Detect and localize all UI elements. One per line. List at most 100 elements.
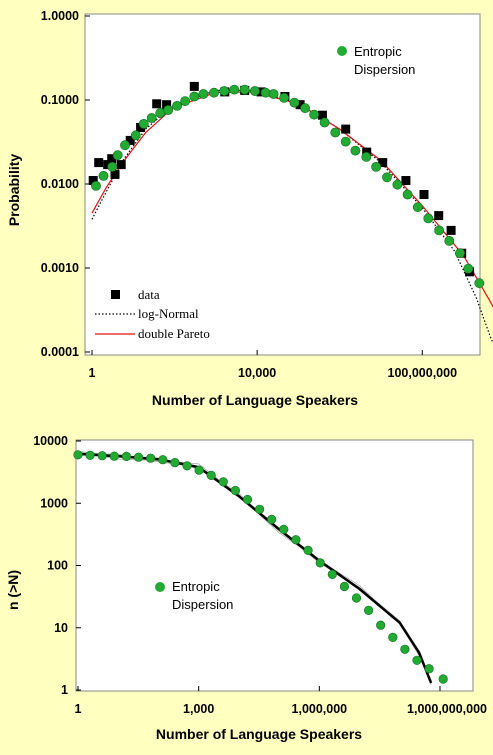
bottom-y-axis-label: n (>N) <box>5 570 21 610</box>
top-x-tick-label: 10,000 <box>238 366 276 380</box>
entropic-point-circle <box>309 109 319 120</box>
entropic-point-circle <box>219 86 230 96</box>
bottom-entropic-point <box>206 470 216 481</box>
entropic-point-circle <box>279 93 289 103</box>
bottom-x-axis-label: Number of Language Speakers <box>156 726 362 742</box>
data-point-square <box>110 169 120 179</box>
entropic-point-circle <box>209 87 219 98</box>
top-legend-entropic-label: Entropic Dispersion <box>354 44 415 77</box>
entropic-point-circle <box>340 136 351 147</box>
data-point-square <box>125 135 135 145</box>
entropic-point-circle <box>229 84 240 95</box>
top-x-tick-label: 100,000,000 <box>388 366 458 380</box>
bottom-y-tick-label: 100 <box>47 559 68 573</box>
data-point-square <box>107 154 117 164</box>
bottom-entropic-point <box>438 674 448 684</box>
bottom-data-curve <box>77 452 433 684</box>
entropic-point-circle <box>239 84 250 95</box>
entropic-point-circle <box>300 103 310 113</box>
entropic-point-circle <box>463 263 474 274</box>
legend-lognormal-label: log-Normal <box>138 306 199 321</box>
data-point-square <box>378 158 388 168</box>
top-plot-area <box>84 13 481 356</box>
bottom-entropic-point <box>400 644 410 654</box>
bottom-entropic-point <box>170 458 180 468</box>
bottom-entropic-point <box>424 664 434 674</box>
bottom-entropic-point <box>133 452 144 462</box>
data-point-square <box>317 110 327 120</box>
bottom-entropic-point <box>158 455 168 465</box>
bottom-entropic-point <box>351 593 362 603</box>
entropic-point-circle <box>198 89 209 99</box>
bottom-entropic-point <box>327 569 337 580</box>
top-legend-entropic-marker <box>337 46 347 56</box>
entropic-point-circle <box>107 161 118 172</box>
data-point-square <box>189 81 199 91</box>
entropic-point-circle <box>146 113 157 123</box>
bottom-entropic-point <box>303 545 313 556</box>
entropic-point-circle <box>91 180 101 191</box>
data-point-square <box>103 160 113 170</box>
data-point-square <box>295 100 305 110</box>
bottom-entropic-point <box>97 451 107 461</box>
top-y-tick-label: 1.0000 <box>41 9 79 23</box>
entropic-point-circle <box>423 213 434 224</box>
lognormal-fit-line <box>91 89 493 345</box>
top-x-axis-label: Number of Language Speakers <box>152 392 358 408</box>
entropic-point-circle <box>268 89 279 99</box>
bottom-entropic-point <box>315 558 325 568</box>
entropic-point-circle <box>180 96 190 106</box>
top-y-axis-label: Probability <box>6 154 22 227</box>
data-point-square <box>152 99 162 109</box>
top-y-tick-label: 0.0001 <box>41 345 79 359</box>
bottom-entropic-point <box>255 504 265 514</box>
bottom-x-tick-label: 1,000,000,000 <box>407 702 487 716</box>
bottom-entropic-point <box>388 632 398 643</box>
bottom-y-tick-label: 10 <box>54 621 68 635</box>
entropic-point-circle <box>138 119 149 129</box>
bottom-y-tick-label: 1 <box>61 683 68 697</box>
legend-data-label: data <box>138 287 160 302</box>
entropic-point-circle <box>130 130 141 141</box>
entropic-point-circle <box>455 248 465 259</box>
entropic-point-circle <box>382 172 392 183</box>
top-y-tick-label: 0.0010 <box>41 261 79 275</box>
entropic-point-circle <box>402 189 413 200</box>
entropic-point-circle <box>371 161 381 172</box>
entropic-point-circle <box>98 170 109 181</box>
bottom-legend-entropic-marker <box>155 582 165 592</box>
bottom-entropic-point <box>230 485 240 496</box>
entropic-point-circle <box>412 202 423 213</box>
bottom-entropic-point <box>121 451 131 462</box>
data-point-square <box>341 124 351 134</box>
entropic-point-circle <box>361 151 372 162</box>
bottom-entropic-point <box>194 465 204 475</box>
legend-data-marker <box>111 290 120 299</box>
data-point-square <box>446 225 456 235</box>
bottom-entropic-point <box>109 451 119 461</box>
entropic-point-circle <box>319 117 330 128</box>
bottom-plot-area <box>75 439 474 692</box>
entropic-point-circle <box>474 278 485 289</box>
top-y-tick-label: 0.0100 <box>41 177 79 191</box>
bottom-y-tick-label: 10000 <box>33 434 68 448</box>
bottom-entropic-point <box>182 461 192 471</box>
entropic-point-circle <box>434 225 444 236</box>
legend-double-pareto-label: double Pareto <box>138 326 210 341</box>
bottom-entropic-point <box>376 620 386 630</box>
bottom-entropic-point <box>267 514 277 525</box>
bottom-y-tick-label: 1000 <box>40 496 68 510</box>
bottom-entropic-point <box>146 453 156 463</box>
data-point-square <box>162 100 172 110</box>
bottom-entropic-point <box>339 581 350 592</box>
entropic-point-circle <box>444 235 455 246</box>
bottom-entropic-point <box>73 450 83 460</box>
bottom-entropic-point <box>85 450 95 460</box>
bottom-entropic-point <box>218 477 228 487</box>
data-point-square <box>401 176 411 185</box>
entropic-point-circle <box>163 105 174 115</box>
entropic-point-circle <box>120 140 130 151</box>
data-point-square <box>434 211 444 221</box>
bottom-x-tick-label: 1 <box>75 702 82 716</box>
